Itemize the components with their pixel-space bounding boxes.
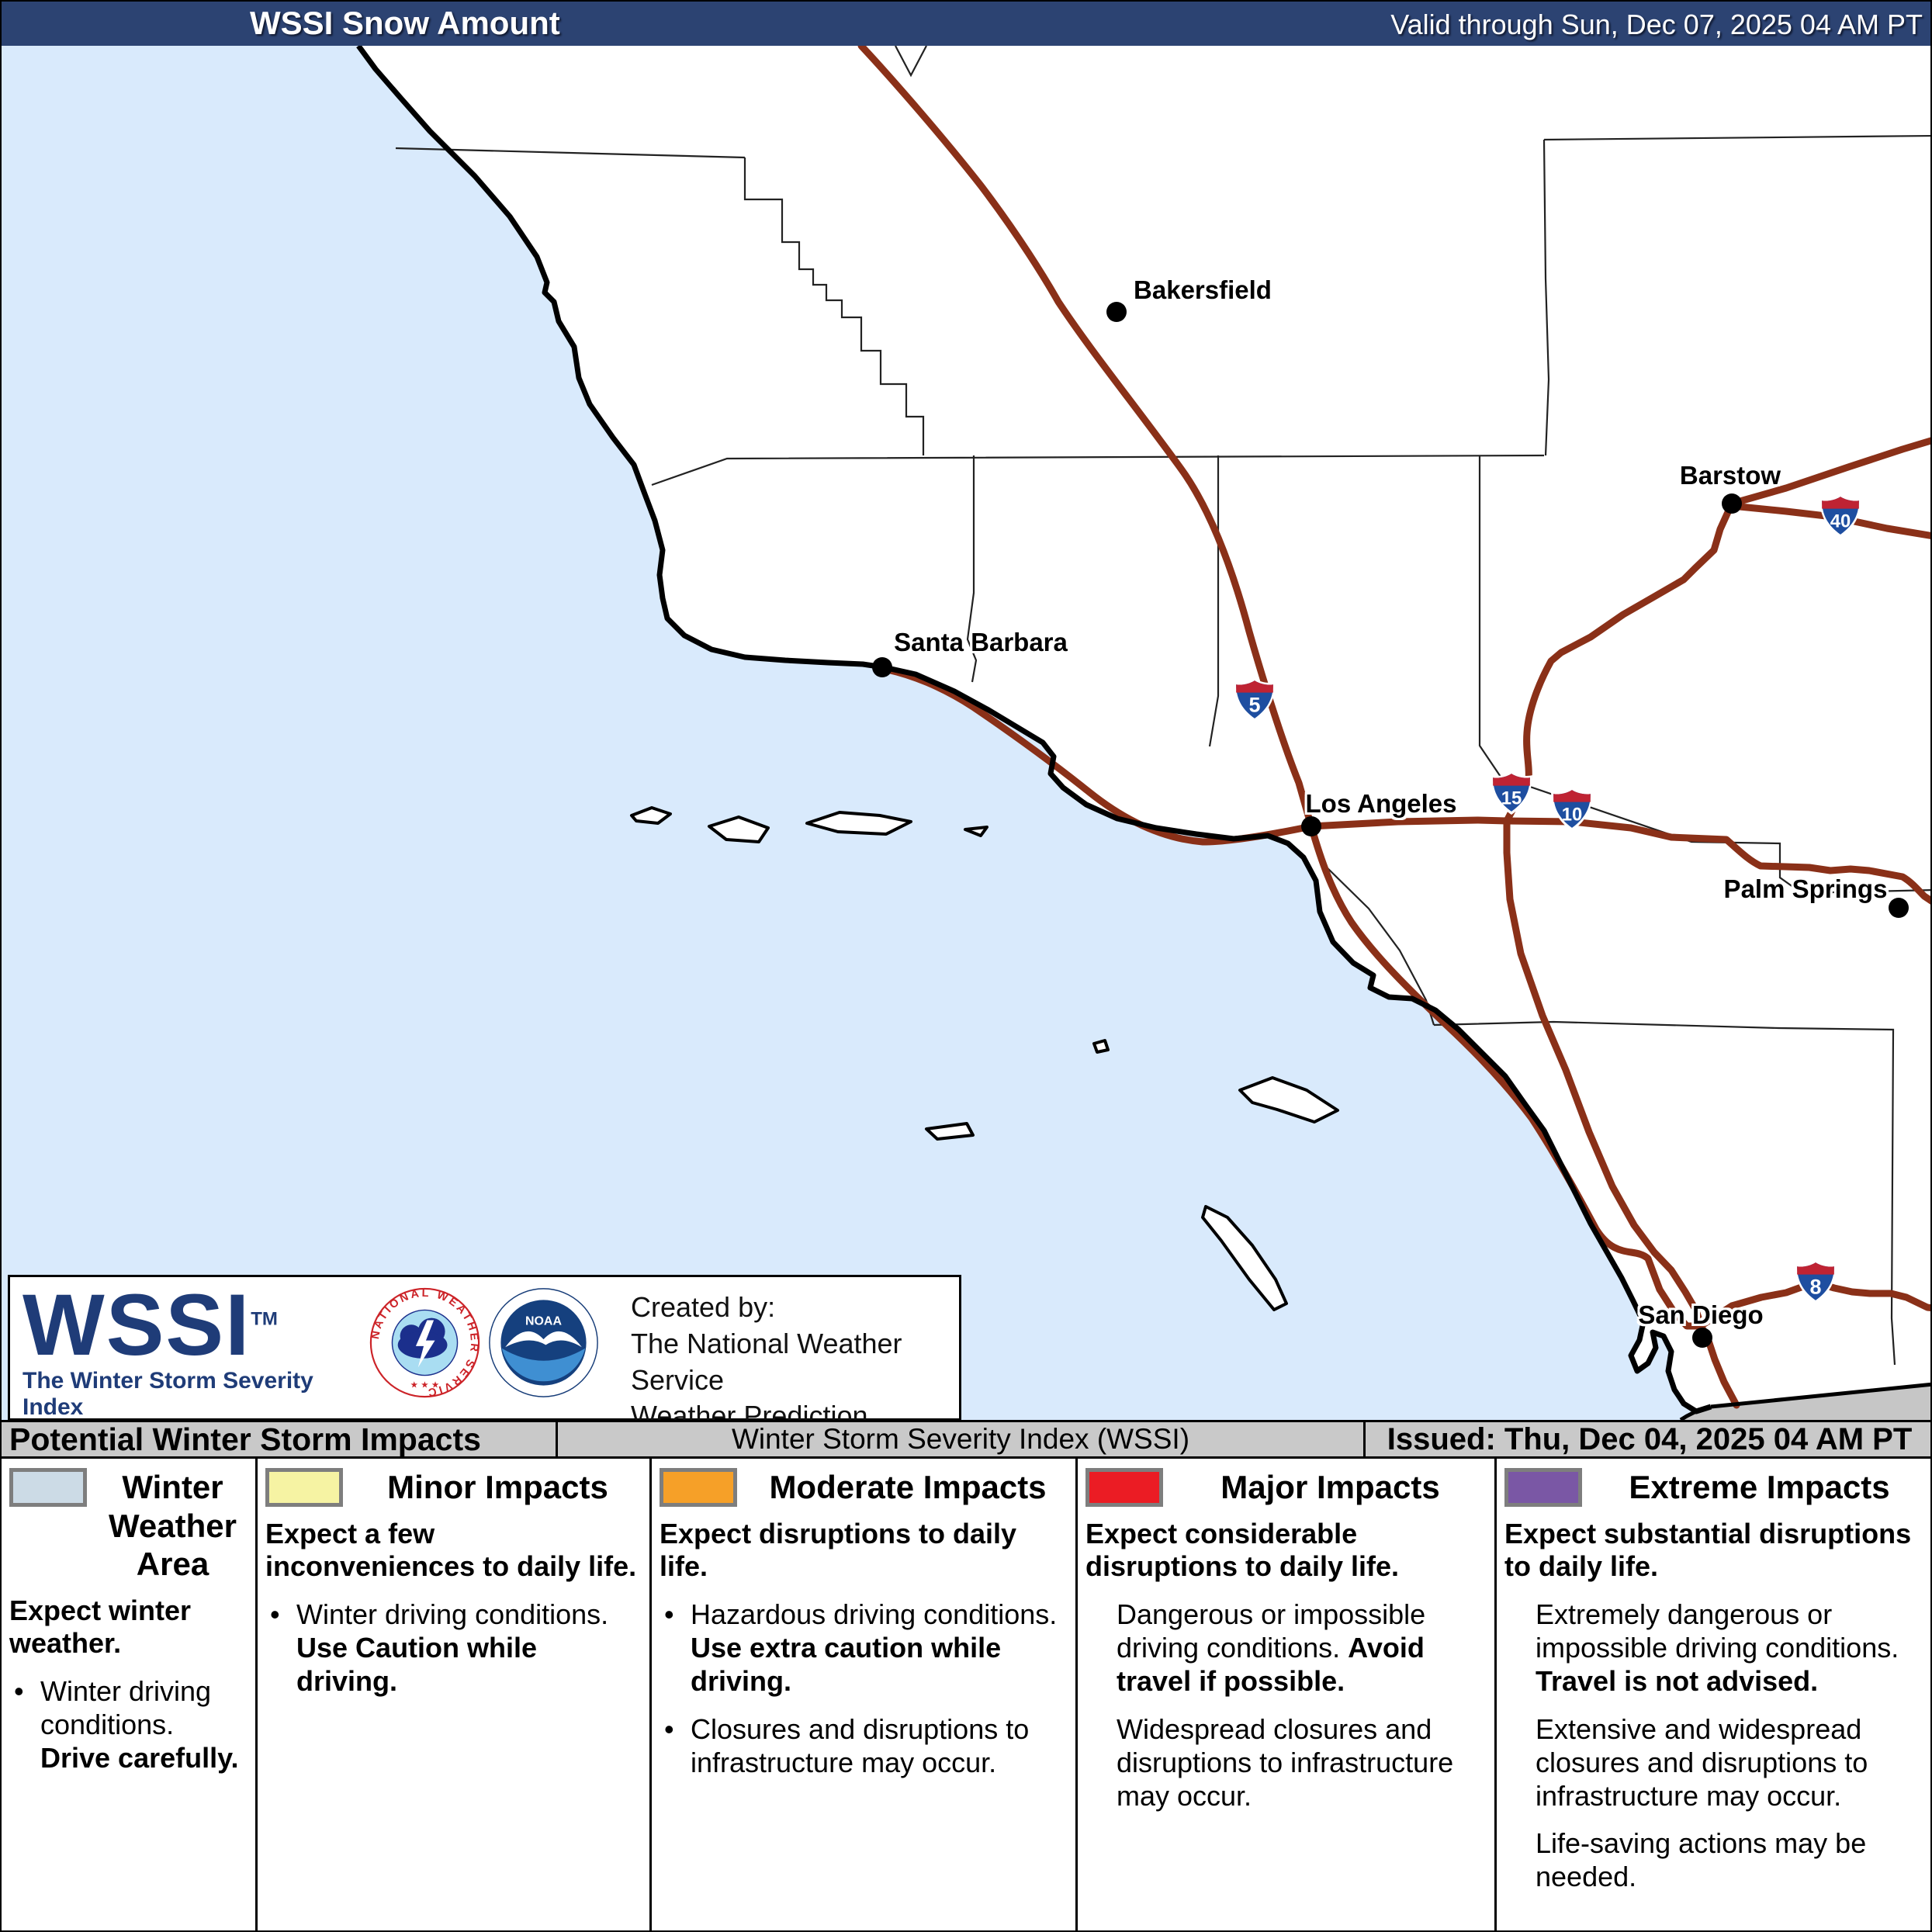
bullet-icon: • (664, 1598, 674, 1630)
svg-text:★ ★ ★: ★ ★ ★ (410, 1380, 440, 1390)
island-santa-cruz (805, 811, 912, 836)
legend-header: Minor Impacts (387, 1469, 608, 1505)
road-i5-north (857, 46, 1315, 830)
legend-intro: Expect winter weather. (9, 1594, 192, 1660)
road-i15 (1503, 500, 1736, 1328)
header-bar: WSSI Snow Amount Valid through Sun, Dec … (2, 2, 1930, 47)
city-dot-santa-barbara (872, 657, 892, 677)
page-title: WSSI Snow Amount (250, 5, 560, 41)
coastline (356, 46, 1712, 1414)
swatch-winter-weather (9, 1468, 87, 1507)
island-san-clemente (1201, 1205, 1288, 1311)
mexico-area (1681, 1384, 1930, 1420)
city-dots (872, 302, 1909, 1348)
legend-header: Winter Weather Area (109, 1469, 237, 1583)
island-santa-rosa (708, 815, 770, 843)
legend-item: • Hazardous driving conditions. Use extr… (664, 1598, 1058, 1698)
bar-left-title: Potential Winter Storm Impacts (2, 1421, 558, 1457)
legend-item: • Winter driving conditions. Drive caref… (14, 1674, 239, 1774)
swatch-minor (265, 1468, 343, 1507)
city-dot-bakersfield (1106, 302, 1127, 322)
svg-text:10: 10 (1562, 805, 1583, 826)
swatch-major (1085, 1468, 1163, 1507)
city-dot-los-angeles (1301, 816, 1321, 836)
legend-header: Extreme Impacts (1629, 1469, 1890, 1505)
bullet-icon: • (664, 1712, 674, 1745)
svg-text:NOAA: NOAA (525, 1314, 562, 1328)
legend-col-moderate: Moderate Impacts Expect disruptions to d… (652, 1459, 1078, 1930)
city-label-palm-springs: Palm Springs (1723, 874, 1888, 903)
interstate-10-shield-icon: 10 (1551, 788, 1593, 831)
trademark: TM (251, 1308, 278, 1330)
california-land (358, 46, 1930, 1411)
city-label-los-angeles: Los Angeles (1305, 789, 1457, 818)
legend-item: Dangerous or impossible driving conditio… (1117, 1598, 1426, 1698)
interstate-40-shield-icon: 40 (1819, 494, 1861, 538)
bar-issued-text: Issued: Thu, Dec 04, 2025 04 AM PT (1387, 1421, 1913, 1456)
island-san-nicolas (925, 1122, 975, 1141)
legend-intro: Expect a few inconveniences to daily lif… (265, 1518, 637, 1583)
interstate-8-shield-icon: 8 (1795, 1260, 1837, 1304)
island-santa-barbara (1092, 1039, 1110, 1054)
city-dot-palm-springs (1889, 898, 1909, 918)
legend-header: Major Impacts (1220, 1469, 1440, 1505)
interstate-5-shield-icon: 5 (1234, 678, 1276, 722)
city-dot-barstow (1722, 493, 1742, 514)
city-label-san-diego: San Diego (1638, 1300, 1764, 1329)
swatch-moderate (660, 1468, 737, 1507)
city-label-santa-barbara: Santa Barbara (894, 628, 1068, 656)
legend-col-winter-weather: Winter Weather Area Expect winter weathe… (2, 1459, 258, 1930)
island-anacapa (964, 826, 989, 837)
valid-through-text: Valid through Sun, Dec 07, 2025 04 AM PT (1390, 9, 1923, 40)
nws-logo-icon: NATIONAL WEATHER SERVICE ★ ★ ★ (369, 1286, 480, 1398)
legend-intro: Expect substantial disruptions to daily … (1504, 1518, 1912, 1583)
svg-text:15: 15 (1501, 788, 1522, 809)
bar-center-title: Winter Storm Severity Index (WSSI) (558, 1422, 1366, 1456)
city-label-bakersfield: Bakersfield (1134, 275, 1272, 304)
legend-col-major: Major Impacts Expect considerable disrup… (1078, 1459, 1497, 1930)
road-i5-south (1307, 822, 1740, 1409)
city-dot-san-diego (1692, 1328, 1712, 1348)
swatch-extreme (1504, 1468, 1582, 1507)
svg-text:40: 40 (1830, 511, 1851, 532)
road-i8 (1697, 1280, 1930, 1330)
bullet-icon: • (14, 1674, 24, 1707)
road-i15-ne (1728, 437, 1930, 507)
legend-intro: Expect disruptions to daily life. (660, 1518, 1017, 1583)
interstate-roads (857, 46, 1930, 1409)
impacts-legend: Winter Weather Area Expect winter weathe… (2, 1459, 1930, 1930)
legend-item: • Closures and disruptions to infrastruc… (664, 1712, 1030, 1778)
map-base-graphics (2, 46, 1930, 1420)
noaa-logo-icon: NOAA (489, 1288, 598, 1397)
legend-item: • Winter driving conditions. Use Caution… (270, 1598, 609, 1698)
legend-col-extreme: Extreme Impacts Expect substantial disru… (1497, 1459, 1930, 1930)
mexico-border (1679, 1382, 1930, 1420)
wssi-logo-box: WSSITM The Winter Storm Severity Index N… (8, 1275, 961, 1468)
interstate-15-shield-icon: 15 (1491, 771, 1532, 815)
city-label-barstow: Barstow (1679, 461, 1781, 490)
svg-text:5: 5 (1249, 694, 1261, 717)
road-i10 (1307, 816, 1930, 905)
bullet-icon: • (270, 1598, 280, 1630)
legend-item: Extremely dangerous or impossible drivin… (1536, 1598, 1899, 1698)
legend-intro: Expect considerable disruptions to daily… (1085, 1518, 1400, 1583)
legend-item: Extensive and widespread closures and di… (1536, 1712, 1868, 1812)
legend-item: Life-saving actions may be needed. (1536, 1827, 1867, 1893)
svg-text:8: 8 (1810, 1276, 1822, 1299)
map-area: Bakersfield Barstow Santa Barbara Los An… (2, 46, 1930, 1420)
legend-item: Widespread closures and disruptions to i… (1117, 1712, 1454, 1812)
legend-col-minor: Minor Impacts Expect a few inconvenience… (258, 1459, 652, 1930)
island-san-miguel (630, 806, 672, 825)
wssi-tagline: The Winter Storm Severity Index (23, 1368, 313, 1421)
issued-bar: Potential Winter Storm Impacts Winter St… (2, 1420, 1930, 1459)
wssi-logotype: WSSI (23, 1276, 251, 1373)
channel-islands (630, 806, 1339, 1311)
legend-header: Moderate Impacts (769, 1469, 1047, 1505)
island-santa-catalina (1238, 1076, 1339, 1124)
